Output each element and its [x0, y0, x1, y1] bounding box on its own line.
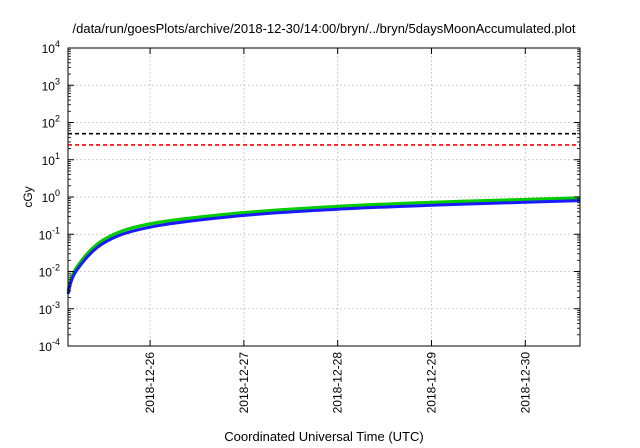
- y-axis-ticks: 10-4 10-3 10-2 10-1 100 101 102 103 104: [39, 39, 580, 354]
- grid-layer: [68, 48, 580, 346]
- y-tick-label: 104: [42, 39, 60, 56]
- series-layer: [66, 196, 581, 295]
- y-tick-label: 10-3: [39, 300, 60, 317]
- y-tick-label: 10-4: [39, 337, 60, 354]
- reference-lines: [68, 132, 580, 146]
- series-line: [66, 199, 581, 295]
- y-tick-label: 102: [42, 114, 60, 131]
- x-tick-label: 2018-12-30: [518, 352, 532, 414]
- y-tick-label: 100: [42, 188, 60, 205]
- y-tick-label: 103: [42, 76, 60, 93]
- y-axis-label: cGy: [21, 186, 35, 207]
- x-tick-label: 2018-12-27: [237, 352, 251, 414]
- y-tick-label: 101: [42, 151, 60, 168]
- series-line: [66, 196, 581, 292]
- y-tick-label: 10-1: [39, 225, 60, 242]
- x-tick-label: 2018-12-26: [143, 352, 157, 414]
- x-tick-label: 2018-12-28: [331, 352, 345, 414]
- x-tick-label: 2018-12-29: [424, 352, 438, 414]
- chart-title: /data/run/goesPlots/archive/2018-12-30/1…: [73, 21, 576, 36]
- y-tick-label: 10-2: [39, 263, 60, 280]
- x-axis-ticks: 2018-12-26 2018-12-27 2018-12-28 2018-12-29…: [143, 48, 532, 413]
- x-axis-label: Coordinated Universal Time (UTC): [224, 429, 423, 444]
